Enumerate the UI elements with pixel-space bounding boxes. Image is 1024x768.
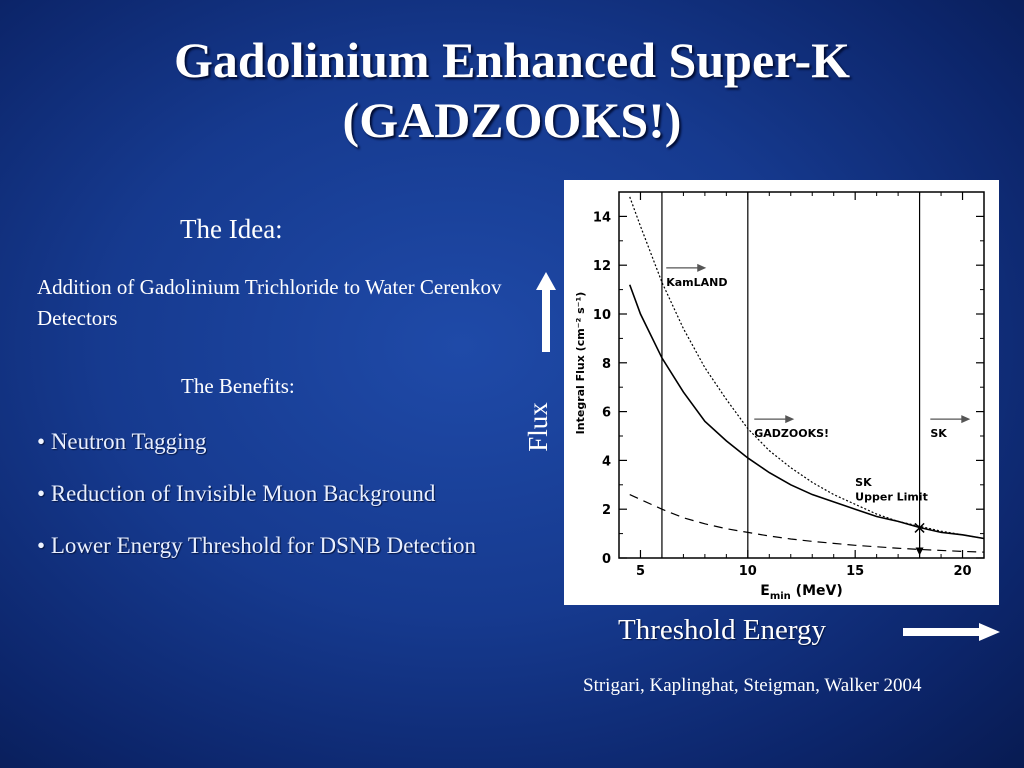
flux-axis-label: Flux	[518, 395, 558, 455]
y-tick-label: 6	[602, 406, 611, 421]
series-line-solid	[628, 284, 985, 540]
y-tick-label: 2	[602, 503, 611, 518]
y-tick-label: 0	[602, 552, 611, 567]
annotation-label: GADZOOKS!	[754, 427, 829, 440]
threshold-energy-label: Threshold Energy	[618, 614, 827, 646]
flux-label-text: Flux	[523, 402, 553, 452]
x-tick-label: 5	[636, 564, 645, 579]
marker-arrow-head	[915, 547, 924, 556]
benefit-text: Neutron Tagging	[50, 429, 207, 454]
annotation-arrow-head	[785, 415, 795, 424]
benefit-text: Reduction of Invisible Muon Background	[50, 481, 436, 506]
annotation-label: SK	[855, 476, 872, 489]
annotation-label: SK	[930, 427, 947, 440]
chart-svg: 0 2 4 6 8 10 12 14 5 10 15 20 KamLAND GADZOOKS! SK SK Up…	[574, 191, 985, 602]
y-tick-label: 8	[602, 357, 611, 372]
annotation-label: KamLAND	[666, 276, 727, 289]
y-axis-label: Integral Flux (cm⁻² s⁻¹)	[574, 292, 587, 435]
x-tick-label: 20	[953, 564, 971, 579]
x-tick-label: 15	[846, 564, 864, 579]
slide-title: Gadolinium Enhanced Super-K (GADZOOKS!)	[0, 30, 1024, 150]
annotation-arrow-head	[961, 415, 971, 424]
y-tick-label: 10	[593, 308, 611, 323]
plot-frame	[618, 191, 985, 559]
bullet-symbol: •	[37, 533, 46, 558]
up-arrow-icon	[536, 272, 556, 352]
title-line-1: Gadolinium Enhanced Super-K	[173, 32, 851, 88]
idea-text: Addition of Gadolinium Trichloride to Wa…	[37, 275, 502, 330]
flux-chart: 0 2 4 6 8 10 12 14 5 10 15 20 KamLAND GADZOOKS! SK SK Up…	[564, 180, 999, 605]
benefit-item: • Lower Energy Threshold for DSNB Detect…	[37, 529, 507, 562]
series-line-dotdash	[629, 196, 985, 540]
x-axis-label: Emin (MeV)	[760, 583, 842, 602]
right-arrow-icon	[903, 623, 1000, 641]
bullet-symbol: •	[37, 481, 46, 506]
y-tick-label: 14	[593, 210, 611, 225]
y-tick-label: 12	[593, 259, 611, 274]
benefit-item: • Reduction of Invisible Muon Background	[37, 477, 507, 510]
x-tick-label: 10	[739, 564, 757, 579]
annotation-arrow-head	[697, 263, 707, 272]
upper-limit-marker: ×	[912, 518, 927, 539]
series-line-dashed	[629, 494, 985, 553]
idea-heading: The Idea:	[180, 214, 283, 244]
title-line-2: (GADZOOKS!)	[342, 92, 682, 148]
citation: Strigari, Kaplinghat, Steigman, Walker 2…	[583, 675, 922, 696]
benefits-list: • Neutron Tagging • Reduction of Invisib…	[37, 425, 507, 581]
benefit-text: Lower Energy Threshold for DSNB Detectio…	[50, 533, 477, 558]
y-tick-label: 4	[602, 454, 611, 469]
benefits-heading: The Benefits:	[181, 374, 295, 398]
bullet-symbol: •	[37, 429, 46, 454]
annotation-label: Upper Limit	[855, 491, 928, 504]
benefit-item: • Neutron Tagging	[37, 425, 507, 458]
